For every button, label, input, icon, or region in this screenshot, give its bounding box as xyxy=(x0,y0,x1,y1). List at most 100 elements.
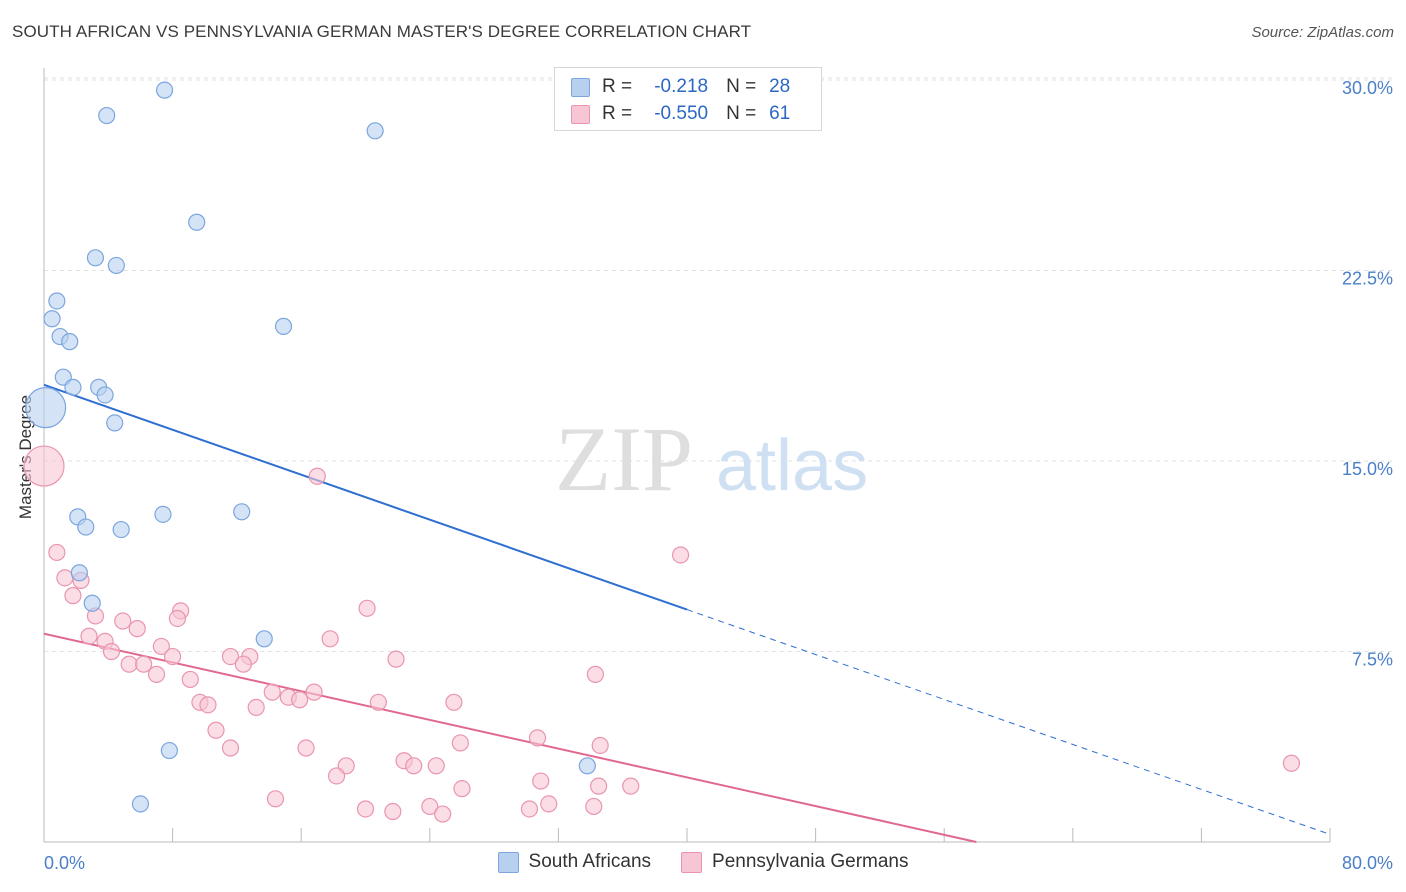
trend-line-south-africans xyxy=(43,383,688,611)
data-point-pennsylvania-germans xyxy=(358,599,376,617)
trend-line-pennsylvania-germans xyxy=(43,632,977,843)
bottom-legend-south-africans[interactable]: South Africans xyxy=(497,851,651,873)
data-point-pennsylvania-germans xyxy=(147,665,166,683)
data-point-pennsylvania-germans xyxy=(114,612,132,630)
data-point-pennsylvania-germans xyxy=(308,467,326,485)
data-point-pennsylvania-germans xyxy=(622,777,640,795)
data-point-south-africans xyxy=(86,249,105,267)
watermark-atlas: atlas xyxy=(716,426,868,506)
data-point-south-africans xyxy=(366,122,384,140)
data-point-south-africans xyxy=(83,594,101,612)
data-point-pennsylvania-germans xyxy=(421,797,439,816)
data-point-pennsylvania-germans xyxy=(135,655,153,673)
bottom-legend-label: Pennsylvania Germans xyxy=(712,851,909,872)
data-point-south-africans xyxy=(25,387,67,429)
data-point-south-africans xyxy=(107,256,125,275)
trend-line-south-africans-extrapolated xyxy=(686,609,1331,835)
data-point-pennsylvania-germans xyxy=(671,546,690,564)
data-point-south-africans xyxy=(578,757,596,775)
data-point-pennsylvania-germans xyxy=(387,650,405,668)
data-point-pennsylvania-germans xyxy=(128,620,146,638)
data-point-pennsylvania-germans xyxy=(589,777,608,795)
y-tick-label: 7.5% xyxy=(1352,650,1393,670)
data-point-pennsylvania-germans xyxy=(120,655,138,673)
data-point-pennsylvania-germans xyxy=(102,642,121,661)
bottom-legend-pennsylvania-germans[interactable]: Pennsylvania Germans xyxy=(681,851,908,873)
y-tick-label: 15.0% xyxy=(1342,459,1393,479)
data-point-south-africans xyxy=(188,213,206,231)
data-point-pennsylvania-germans xyxy=(540,795,558,813)
data-point-pennsylvania-germans xyxy=(164,647,182,666)
legend-r-value: -0.550 xyxy=(654,103,709,124)
legend-r-label: R = xyxy=(602,103,633,124)
legend-swatch-blue xyxy=(571,77,590,97)
data-point-pennsylvania-germans xyxy=(585,797,603,816)
data-point-pennsylvania-germans xyxy=(181,670,199,689)
x-tick-label-max: 80.0% xyxy=(1342,853,1393,873)
legend-row-pennsylvania-germans: R = -0.550 N = 61 xyxy=(571,101,790,127)
data-point-south-africans xyxy=(233,503,251,521)
data-point-south-africans xyxy=(106,414,124,432)
source-label: Source: ZipAtlas.com xyxy=(1251,24,1394,41)
bottom-legend-swatch-blue xyxy=(497,851,519,873)
data-point-pennsylvania-germans xyxy=(64,587,82,605)
data-point-south-africans xyxy=(274,317,293,335)
data-point-pennsylvania-germans xyxy=(520,800,539,818)
data-point-pennsylvania-germans xyxy=(207,721,225,739)
data-point-south-africans xyxy=(98,106,116,125)
bottom-legend: South Africans Pennsylvania Germans xyxy=(0,851,1406,873)
data-point-pennsylvania-germans xyxy=(427,757,445,775)
data-point-south-africans xyxy=(155,81,174,99)
data-point-pennsylvania-germans xyxy=(405,757,423,775)
chart-title: SOUTH AFRICAN VS PENNSYLVANIA GERMAN MAS… xyxy=(12,22,752,41)
y-tick-label: 22.5% xyxy=(1342,269,1393,289)
data-point-south-africans xyxy=(43,310,61,328)
legend-n-value: 61 xyxy=(769,103,791,124)
data-point-pennsylvania-germans xyxy=(445,693,463,711)
data-point-south-africans xyxy=(112,520,130,539)
data-point-pennsylvania-germans xyxy=(23,445,65,487)
data-point-pennsylvania-germans xyxy=(321,630,339,648)
data-point-pennsylvania-germans xyxy=(152,637,170,656)
legend-n-label: N = xyxy=(726,103,757,124)
tick-label-layer: 0.0% 80.0% 7.5% 15.0% 22.5% 30.0% xyxy=(44,78,1393,873)
data-point-pennsylvania-germans xyxy=(586,665,604,683)
legend-r-label: R = xyxy=(602,76,633,97)
data-point-south-africans xyxy=(154,505,172,523)
data-point-pennsylvania-germans xyxy=(199,696,217,714)
data-point-pennsylvania-germans xyxy=(234,655,252,673)
data-point-pennsylvania-germans xyxy=(369,693,387,711)
data-point-south-africans xyxy=(61,333,79,351)
legend-n-value: 28 xyxy=(769,76,791,97)
data-point-south-africans xyxy=(70,564,88,582)
points-layer xyxy=(23,81,1301,823)
y-tick-label: 30.0% xyxy=(1342,78,1393,98)
data-point-pennsylvania-germans xyxy=(434,805,452,823)
data-point-pennsylvania-germans xyxy=(327,767,346,785)
legend-row-south-africans: R = -0.218 N = 28 xyxy=(571,74,790,100)
data-point-pennsylvania-germans xyxy=(266,790,285,808)
legend-n-label: N = xyxy=(726,76,757,97)
data-point-pennsylvania-germans xyxy=(1282,754,1301,772)
data-point-pennsylvania-germans xyxy=(168,609,187,628)
data-point-south-africans xyxy=(77,518,95,536)
data-point-pennsylvania-germans xyxy=(453,780,471,798)
data-point-south-africans xyxy=(160,741,178,760)
grid-layer xyxy=(44,77,1393,652)
data-point-pennsylvania-germans xyxy=(290,691,309,709)
data-point-pennsylvania-germans xyxy=(297,739,315,757)
data-point-pennsylvania-germans xyxy=(532,772,550,790)
legend-r-value: -0.218 xyxy=(654,76,709,97)
data-point-pennsylvania-germans xyxy=(80,627,98,645)
data-point-south-africans xyxy=(48,292,66,310)
legend-swatch-pink xyxy=(571,104,590,124)
data-point-south-africans xyxy=(64,378,82,396)
data-point-pennsylvania-germans xyxy=(221,739,240,757)
x-tick-label-min: 0.0% xyxy=(44,853,85,873)
data-point-pennsylvania-germans xyxy=(305,683,323,701)
data-point-south-africans xyxy=(96,386,114,404)
data-point-south-africans xyxy=(131,795,150,813)
watermark-zip: ZIP xyxy=(555,408,693,510)
data-point-pennsylvania-germans xyxy=(56,569,74,587)
